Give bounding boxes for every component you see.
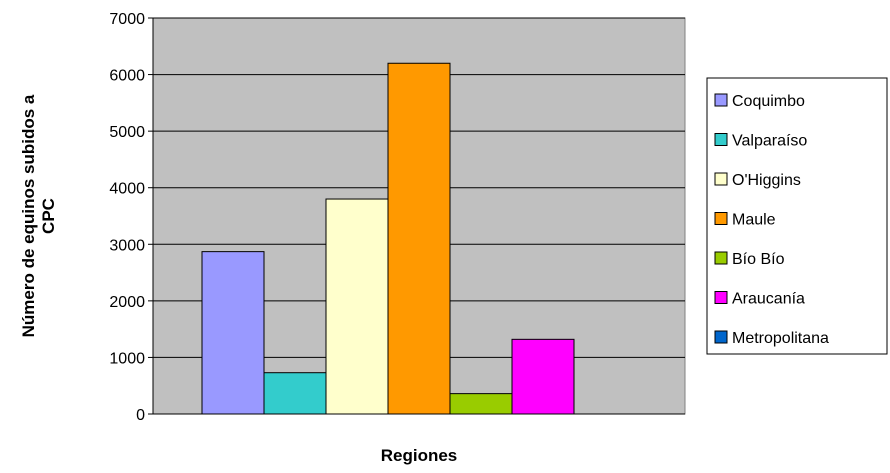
y-tick-label: 4000 [109,181,145,198]
legend-swatch-1 [714,133,728,146]
legend-label-4: Bío Bío [732,251,785,268]
bar-4 [449,393,513,415]
y-tick-label: 1000 [109,350,145,367]
y-axis-title-line-1: Número de equinos subidos a [19,94,38,337]
legend-box [706,77,888,355]
bar-1 [263,372,327,415]
y-tick-label: 3000 [109,237,145,254]
legend-swatch-2 [714,172,728,186]
y-tick-label: 6000 [109,68,145,85]
y-axis-title: Número de equinos subidos a CPC [19,94,58,337]
bars [201,62,575,415]
x-axis-title: Regiones [381,446,458,465]
y-axis: 0 1000 2000 3000 4000 5000 6000 7000 [109,11,685,424]
bar-2 [325,198,389,415]
legend-swatch-0 [714,93,728,107]
bar-5 [511,338,575,415]
y-tick-label: 0 [136,407,145,424]
legend-label-5: Araucanía [732,291,805,308]
legend-swatch-3 [714,212,728,225]
legend-swatch-4 [714,251,728,265]
legend-swatch-5 [714,291,728,304]
legend-label-2: O'Higgins [732,172,801,189]
y-tick-label: 5000 [109,124,145,141]
legend-label-0: Coquimbo [732,93,805,110]
legend-label-1: Valparaíso [732,133,807,150]
legend-swatch-6 [714,330,728,344]
bar-3 [387,62,451,415]
bar-0 [201,251,265,415]
y-axis-title-line-2: CPC [39,198,58,234]
legend-label-3: Maule [732,212,776,229]
legend-label-6: Metropolitana [732,330,829,347]
legend: Coquimbo Valparaíso O'Higgins Maule Bío Bío A… [706,77,888,355]
y-tick-label: 2000 [109,294,145,311]
y-tick-label: 7000 [109,11,145,28]
